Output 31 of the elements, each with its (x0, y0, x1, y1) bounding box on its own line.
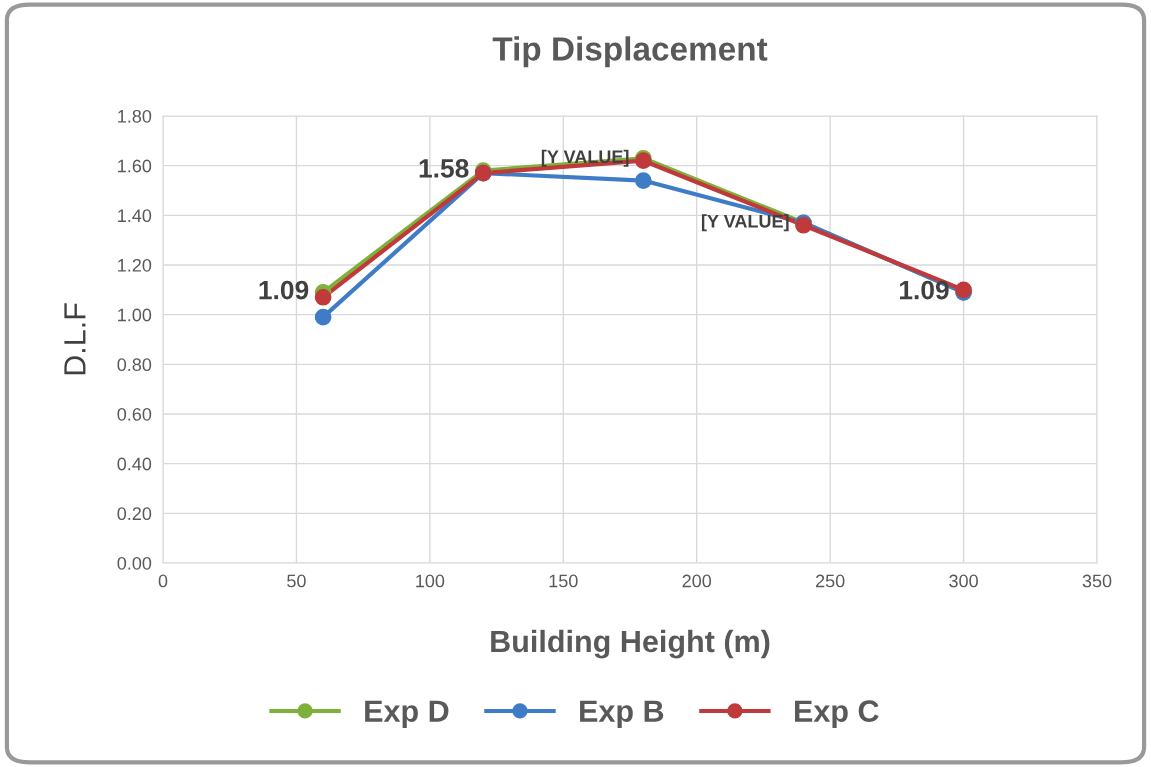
y-tick-label: 0.00 (117, 556, 152, 570)
y-tick-label: 1.60 (118, 159, 152, 173)
y-tick-label: 1.40 (118, 209, 152, 223)
y-tick-label: 1.00 (118, 308, 152, 322)
data-label: [Y VALUE] (701, 214, 789, 232)
point (314, 288, 332, 306)
legend-label: Exp C (795, 700, 879, 728)
y-tick-label: 0.80 (117, 358, 152, 372)
x-axis-title: Building Height (m) (491, 629, 770, 659)
point (635, 172, 652, 189)
y-tick-label: 0.60 (117, 407, 152, 421)
chart-title: Tip Displacement (492, 36, 768, 68)
x-tick-label: 300 (949, 574, 978, 588)
y-tick-label: 1.80 (118, 109, 152, 123)
x-tick-label: 50 (287, 574, 306, 588)
x-tick-label: 0 (158, 574, 168, 588)
y-tick-label: 0.20 (117, 507, 152, 521)
legend-label: Exp D (365, 700, 449, 728)
x-tick-label: 250 (815, 574, 845, 588)
y-tick-label: 1.20 (118, 258, 152, 272)
y-axis-title: D.L.F (64, 303, 86, 375)
data-label: 1.09 (899, 280, 949, 300)
x-tick-label: 150 (549, 574, 578, 588)
y-tick-label: 0.40 (117, 457, 152, 471)
x-tick-label: 350 (1082, 574, 1112, 588)
data-label: 1.09 (259, 280, 309, 300)
data-label: 1.58 (419, 159, 469, 178)
x-tick-label: 200 (682, 574, 712, 588)
x-tick-label: 100 (416, 574, 445, 588)
legend-label: Exp B (580, 700, 664, 728)
point (314, 308, 332, 326)
